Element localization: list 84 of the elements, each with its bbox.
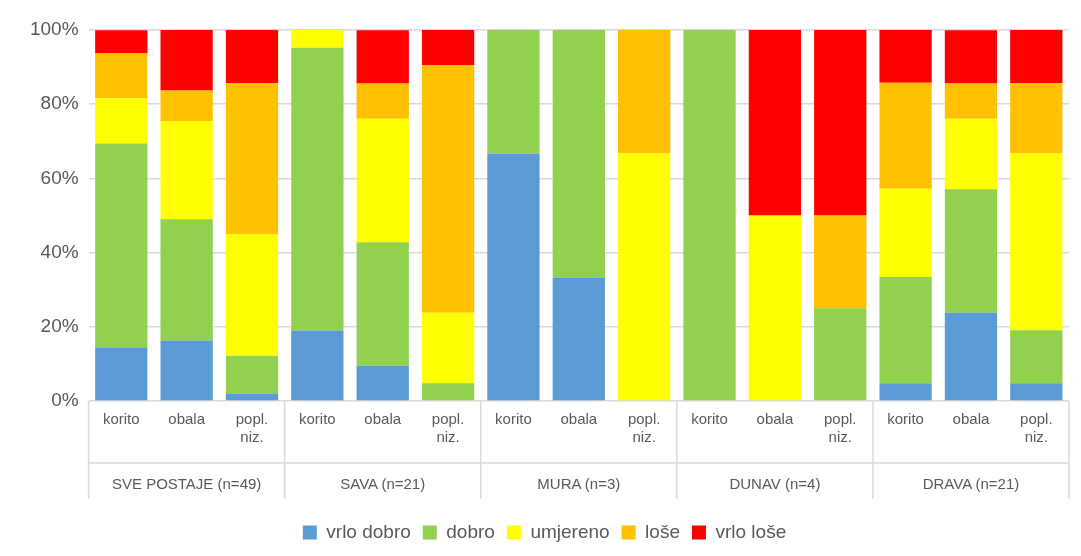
bar — [683, 30, 736, 401]
bar — [879, 30, 932, 83]
bar — [225, 355, 279, 394]
x-tick-label: popl. niz. — [431, 410, 465, 446]
bar — [879, 277, 932, 384]
bar — [421, 65, 475, 313]
text: MURA (n=3) — [537, 475, 621, 493]
bar — [421, 312, 475, 384]
bar — [356, 83, 409, 119]
bar — [552, 277, 605, 401]
bar — [748, 215, 802, 401]
bar — [879, 383, 932, 401]
bar — [95, 98, 148, 144]
bar — [944, 83, 998, 119]
bar — [225, 83, 279, 235]
bar — [160, 340, 213, 401]
bar — [95, 30, 148, 53]
x-tick-label: obala — [364, 410, 402, 428]
bar — [944, 189, 998, 313]
x-tick-label: korito — [887, 410, 924, 428]
legend-label: vrlo dobro — [326, 520, 411, 542]
bar — [356, 30, 409, 84]
x-tick-label: korito — [691, 410, 728, 428]
x-tick-label: popl. niz. — [627, 410, 661, 446]
y-tick-label: 100% — [29, 18, 79, 40]
bar — [487, 153, 540, 401]
bar — [356, 118, 409, 243]
bar — [814, 215, 867, 309]
bar — [225, 30, 279, 84]
bar — [160, 120, 213, 220]
bar — [95, 53, 148, 99]
x-tick-label: obala — [168, 410, 206, 428]
bar — [618, 30, 671, 154]
y-tick-label: 40% — [40, 240, 79, 262]
text: DRAVA (n=21) — [922, 475, 1020, 493]
text: SAVA (n=21) — [340, 475, 426, 493]
bar — [95, 143, 148, 348]
text: SVE POSTAJE (n=49) — [111, 475, 262, 493]
text: DUNAV (n=4) — [729, 475, 821, 493]
bar — [814, 30, 867, 216]
bar — [814, 308, 867, 401]
legend-label: loše — [645, 520, 680, 542]
bar — [944, 118, 998, 190]
bar — [879, 82, 932, 189]
x-tick-label: korito — [102, 410, 140, 428]
bar — [1010, 330, 1063, 384]
bar — [944, 312, 998, 401]
x-tick-label: popl. niz. — [1020, 410, 1053, 446]
bar — [552, 30, 605, 278]
x-tick-label: popl. niz. — [235, 410, 269, 446]
x-tick-label: popl. niz. — [823, 410, 857, 446]
x-tick-label: obala — [756, 410, 794, 428]
legend-label: vrlo loše — [715, 520, 787, 542]
bar — [879, 188, 932, 278]
bar — [356, 242, 409, 366]
bar — [291, 47, 344, 331]
x-tick-label: korito — [299, 410, 336, 428]
bar — [160, 90, 213, 121]
x-tick-label: obala — [560, 410, 598, 428]
bar — [95, 347, 148, 401]
bar — [356, 365, 409, 401]
bar — [487, 30, 540, 154]
y-tick-label: 20% — [40, 315, 79, 337]
bar — [748, 30, 802, 216]
bar — [944, 30, 998, 84]
bar — [225, 234, 279, 356]
y-tick-label: 0% — [51, 389, 79, 411]
bar — [160, 30, 213, 91]
bar — [618, 153, 671, 401]
bar — [1010, 383, 1063, 401]
legend-label: umjereno — [530, 520, 610, 542]
bar — [421, 383, 475, 401]
legend-label: dobro — [446, 520, 495, 542]
y-tick-label: 80% — [40, 92, 79, 114]
bar — [1010, 83, 1063, 154]
x-tick-label: korito — [495, 410, 532, 428]
bar — [160, 219, 213, 341]
bar — [421, 30, 475, 66]
bar — [1010, 153, 1063, 331]
bar — [1010, 30, 1063, 84]
bar — [291, 30, 344, 48]
bar — [291, 330, 344, 401]
x-tick-label: obala — [952, 410, 990, 428]
y-tick-label: 60% — [40, 166, 79, 188]
